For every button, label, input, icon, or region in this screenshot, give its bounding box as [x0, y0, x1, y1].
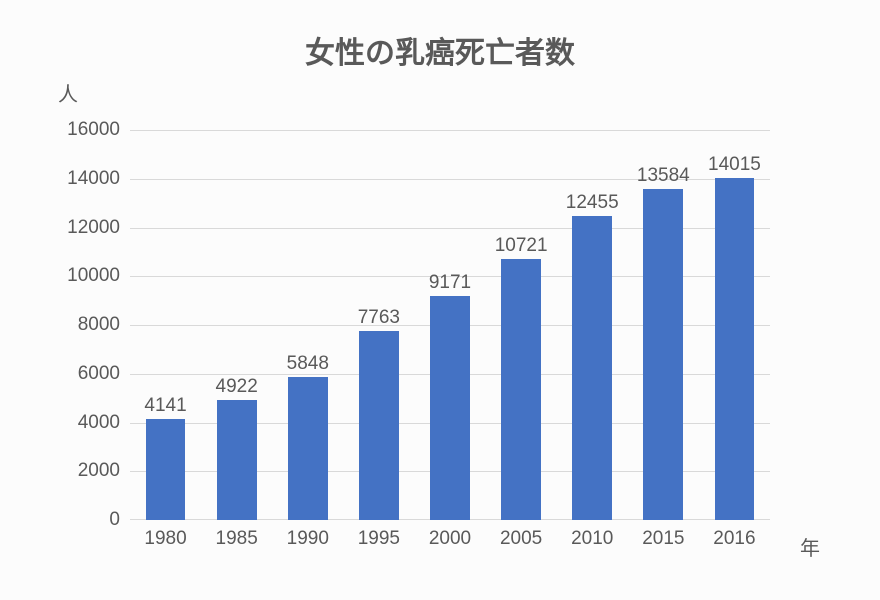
y-tick-label: 6000	[78, 363, 120, 385]
bar	[217, 400, 257, 520]
bar	[359, 331, 399, 520]
data-label: 5848	[287, 353, 329, 375]
x-tick-label: 2015	[642, 528, 684, 550]
x-tick-label: 2005	[500, 528, 542, 550]
y-tick-label: 12000	[67, 217, 120, 239]
chart-title: 女性の乳癌死亡者数	[0, 28, 880, 72]
x-tick-label: 1985	[216, 528, 258, 550]
x-tick-label: 2016	[713, 528, 755, 550]
bar	[643, 189, 683, 520]
bar-chart: 女性の乳癌死亡者数 人 年 02000400060008000100001200…	[0, 0, 880, 600]
y-tick-label: 10000	[67, 265, 120, 287]
bar	[146, 419, 186, 520]
x-tick-label: 1995	[358, 528, 400, 550]
y-tick-label: 16000	[67, 119, 120, 141]
bar	[430, 296, 470, 520]
y-tick-label: 0	[109, 509, 120, 531]
bar	[572, 216, 612, 520]
plot-area: 0200040006000800010000120001400016000414…	[130, 130, 770, 520]
data-label: 12455	[566, 192, 619, 214]
bar	[501, 259, 541, 520]
y-tick-label: 4000	[78, 412, 120, 434]
data-label: 13584	[637, 165, 690, 187]
data-label: 9171	[429, 272, 471, 294]
y-axis-unit: 人	[58, 78, 78, 107]
data-label: 10721	[495, 235, 548, 257]
bar	[288, 377, 328, 520]
data-label: 4922	[216, 376, 258, 398]
x-axis-unit: 年	[800, 532, 820, 561]
data-label: 4141	[144, 395, 186, 417]
x-tick-label: 1980	[144, 528, 186, 550]
y-tick-label: 8000	[78, 314, 120, 336]
y-tick-label: 2000	[78, 460, 120, 482]
data-label: 14015	[708, 154, 761, 176]
x-tick-label: 1990	[287, 528, 329, 550]
x-tick-label: 2000	[429, 528, 471, 550]
bar	[715, 178, 755, 520]
y-tick-label: 14000	[67, 168, 120, 190]
gridline	[130, 130, 770, 131]
x-tick-label: 2010	[571, 528, 613, 550]
data-label: 7763	[358, 307, 400, 329]
